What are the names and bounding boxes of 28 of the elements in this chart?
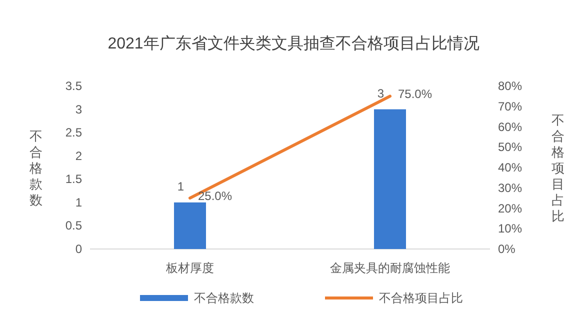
y2-tick-label: 30%	[498, 180, 522, 195]
y-tick-label: 3	[75, 102, 82, 116]
legend-label: 不合格款数	[194, 291, 254, 305]
x-tick-label: 金属夹具的耐腐蚀性能	[330, 261, 450, 275]
y-tick-label: 1	[75, 195, 82, 210]
y-tick-label: 2.5	[65, 126, 82, 140]
y-tick-label: 0.5	[65, 218, 82, 233]
y2-tick-label: 60%	[498, 120, 522, 134]
data-label: 25.0%	[198, 189, 232, 204]
y2-tick-label: 0%	[498, 242, 516, 256]
y2-axis-title: 不合格项目占比	[550, 112, 564, 223]
y-tick-label: 1.5	[65, 172, 82, 186]
y2-tick-label: 40%	[498, 160, 522, 174]
y-tick-label: 3.5	[65, 79, 82, 93]
y-tick-label: 0	[75, 242, 82, 256]
data-label: 1	[177, 179, 184, 194]
y-axis-title: 不合格款数	[28, 128, 42, 207]
x-tick-label: 板材厚度	[165, 261, 214, 275]
y2-tick-label: 70%	[498, 99, 522, 114]
data-label: 75.0%	[398, 87, 432, 102]
y-tick-label: 2	[75, 148, 82, 163]
data-label: 3	[377, 86, 384, 100]
y2-tick-label: 10%	[498, 222, 522, 236]
chart-title: 2021年广东省文件夹类文具抽查不合格项目占比情况	[108, 34, 480, 52]
y2-tick-label: 80%	[498, 79, 522, 93]
legend-label: 不合格项目占比	[379, 291, 463, 305]
y2-tick-label: 50%	[498, 140, 522, 154]
y2-tick-label: 20%	[498, 201, 522, 216]
